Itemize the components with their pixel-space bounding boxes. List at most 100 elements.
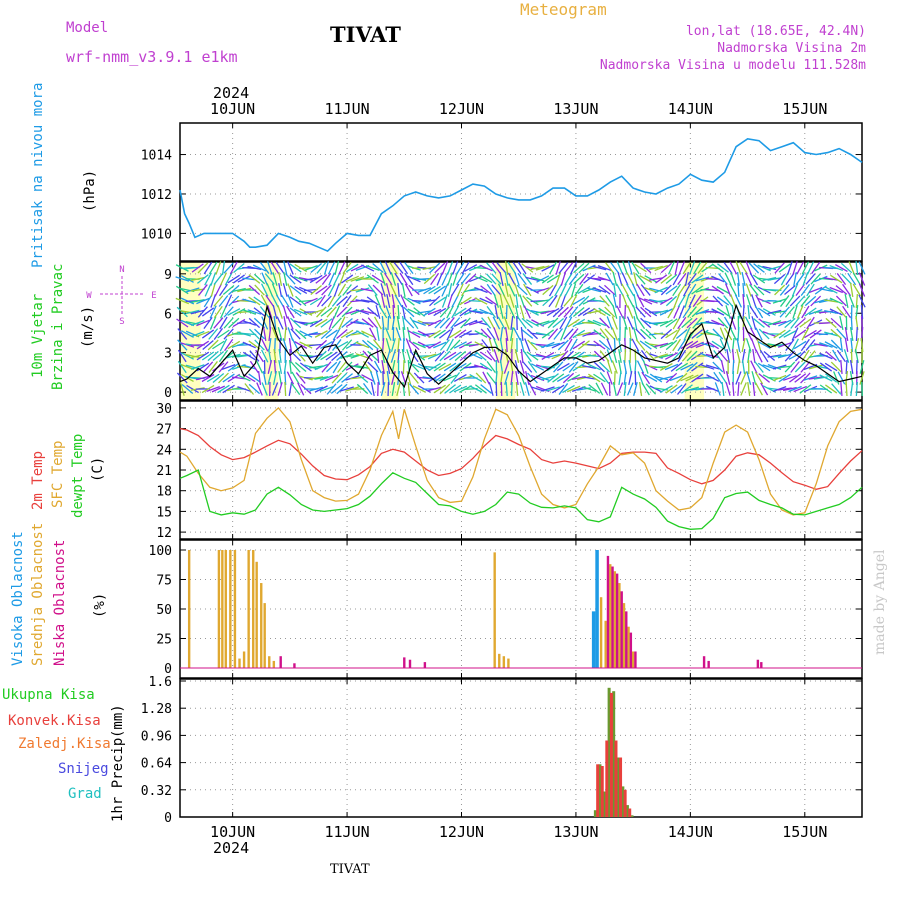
wind-arrow — [304, 320, 318, 326]
wind-arrow — [595, 382, 604, 396]
wind-arrow — [732, 381, 735, 397]
wind-arrow — [427, 308, 442, 316]
wind-arrow — [218, 295, 229, 307]
wind-arrow — [847, 272, 857, 286]
wind-arrow — [725, 382, 731, 396]
wind-arrow — [604, 262, 615, 274]
wind-arrow — [430, 272, 440, 286]
wind-arrow — [729, 283, 738, 297]
wind-arrow — [324, 374, 339, 382]
wind-arrow — [276, 294, 285, 308]
wind-arrow — [637, 371, 644, 385]
wind-arrow — [793, 271, 797, 287]
wind-arrow — [465, 273, 477, 285]
cloud-bar — [629, 632, 633, 668]
wind-arrow — [560, 272, 567, 286]
wind-arrow — [740, 371, 747, 385]
wind-arrow — [522, 349, 532, 363]
wind-arrow — [266, 283, 274, 297]
wind-arrow — [459, 362, 472, 372]
y-tick-label: 1014 — [141, 149, 172, 164]
wind-arrow — [384, 327, 392, 341]
y-tick-label: 100 — [149, 544, 172, 559]
wind-arrow — [582, 308, 596, 316]
wind-arrow — [446, 338, 454, 352]
wind-arrow — [598, 285, 611, 295]
wind-arrow — [713, 371, 723, 385]
wind-arrow — [712, 361, 724, 373]
wind-arrow — [621, 272, 629, 286]
wind-arrow — [185, 309, 200, 315]
wind-arrow — [179, 382, 185, 396]
wind-arrow — [535, 320, 550, 326]
wind-arrow — [252, 264, 267, 272]
wind-arrow — [510, 381, 513, 397]
cloud-bar — [242, 651, 246, 668]
wind-arrow — [429, 295, 441, 307]
wind-arrow — [804, 295, 817, 307]
wind-arrow — [519, 294, 526, 308]
wind-arrow — [438, 329, 451, 339]
wind-arrow — [319, 386, 334, 392]
wind-arrow — [221, 260, 226, 276]
wind-arrow — [784, 317, 796, 329]
wind-arrow — [403, 306, 415, 318]
wind-arrow — [412, 331, 426, 337]
precip-bar — [612, 691, 616, 817]
wind-arrow — [320, 340, 333, 350]
wind-arrow — [248, 296, 261, 306]
wind-arrow — [479, 274, 493, 284]
wind-arrow — [438, 363, 452, 371]
wind-arrow — [255, 349, 264, 363]
wind-arrow — [567, 374, 581, 382]
wind-arrow — [190, 330, 205, 338]
wind-arrow — [180, 352, 194, 360]
wind-arrow — [755, 327, 763, 341]
wind-arrow — [283, 272, 288, 286]
wind-arrow — [391, 315, 396, 331]
wind-arrow — [665, 318, 678, 328]
wind-arrow — [360, 288, 375, 292]
wind-arrow — [211, 385, 225, 393]
wind-arrow — [248, 383, 261, 395]
wind-arrow — [859, 360, 865, 374]
wind-arrow — [214, 283, 223, 297]
wind-arrow — [805, 350, 816, 362]
wind-arrow — [468, 320, 483, 326]
wind-arrow — [331, 317, 342, 329]
wind-arrow — [475, 372, 487, 384]
wind-arrow — [672, 316, 681, 330]
wind-arrow — [700, 342, 715, 348]
wind-arrow — [315, 285, 328, 295]
cloud-bar — [217, 550, 221, 668]
wind-arrow — [592, 265, 607, 271]
wind-arrow — [569, 294, 578, 308]
wind-arrow — [606, 360, 613, 374]
wind-arrow — [355, 309, 370, 315]
wind-arrow — [754, 371, 764, 385]
wind-arrow — [361, 374, 375, 382]
wind-arrow — [272, 272, 278, 286]
wind-arrow — [788, 385, 802, 393]
wind-arrow — [417, 287, 432, 293]
wind-arrow — [212, 340, 225, 350]
wind-arrow — [780, 295, 790, 307]
wind-arrow — [219, 338, 228, 352]
wind-arrow — [328, 316, 335, 330]
wind-arrow — [858, 283, 866, 297]
wind-arrow — [730, 294, 737, 308]
wind-arrow — [552, 373, 565, 383]
wind-arrow — [289, 263, 302, 273]
wind-arrow — [734, 294, 742, 308]
wind-arrow — [417, 341, 431, 349]
wind-arrow — [745, 261, 752, 275]
wind-arrow — [404, 272, 414, 286]
wind-arrow — [282, 283, 288, 297]
wind-arrow — [428, 373, 441, 383]
wind-arrow — [723, 261, 733, 275]
wind-arrow — [845, 359, 848, 375]
wind-arrow — [712, 295, 724, 307]
wind-arrow — [385, 305, 392, 319]
wind-arrow — [639, 340, 652, 350]
wind-arrow — [659, 308, 673, 316]
